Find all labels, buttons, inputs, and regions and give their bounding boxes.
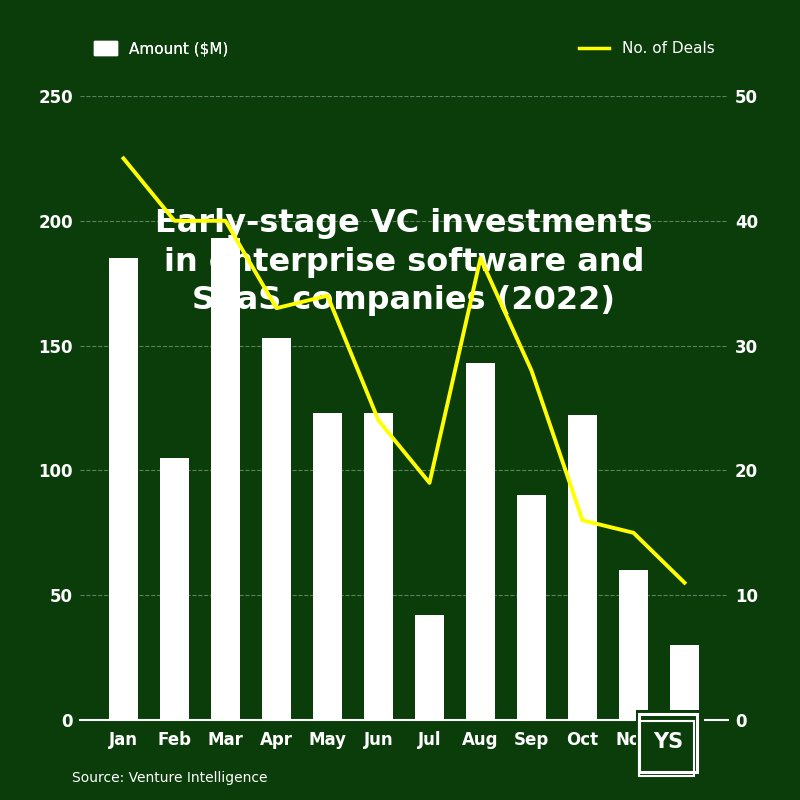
Bar <box>262 338 290 720</box>
Bar <box>365 413 393 720</box>
Bar <box>110 258 138 720</box>
Legend: No. of Deals: No. of Deals <box>573 35 720 62</box>
Bar <box>415 615 443 720</box>
Text: Source: Venture Intelligence: Source: Venture Intelligence <box>72 771 267 786</box>
Bar <box>314 413 342 720</box>
Bar <box>569 415 597 720</box>
Bar <box>670 645 698 720</box>
Bar <box>518 495 546 720</box>
Legend: Amount ($M): Amount ($M) <box>88 35 234 62</box>
Bar <box>619 570 647 720</box>
Bar <box>466 363 494 720</box>
Bar <box>211 238 239 720</box>
Bar <box>161 458 189 720</box>
Text: YS: YS <box>654 732 684 752</box>
Text: Early-stage VC investments
in enterprise software and
SaaS companies (2022): Early-stage VC investments in enterprise… <box>155 208 653 316</box>
